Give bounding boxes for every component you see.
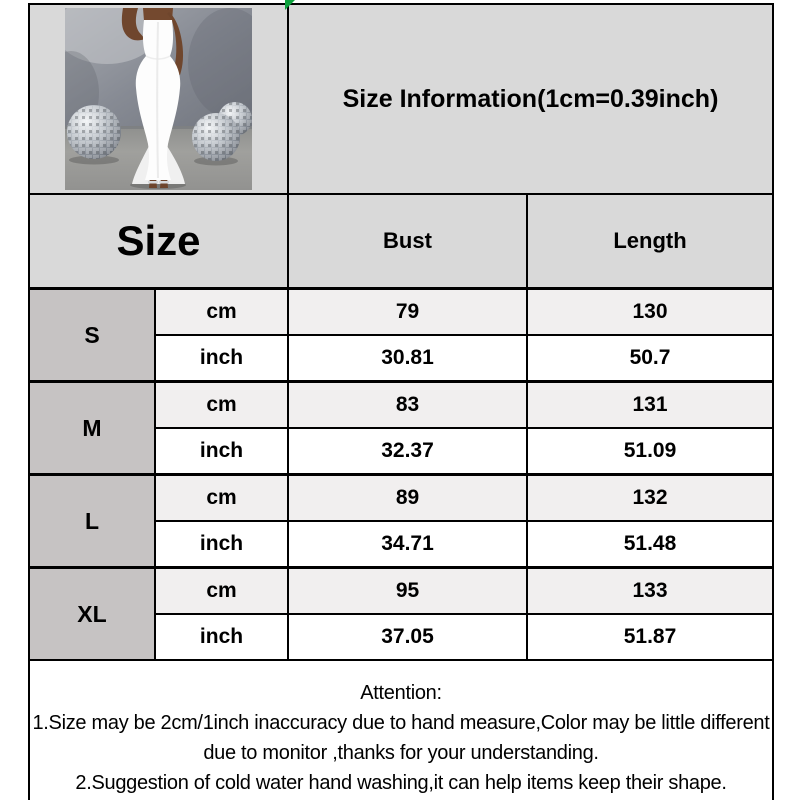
unit-inch: inch — [154, 520, 289, 569]
attention-row: Attention: 1.Size may be 2cm/1inch inacc… — [27, 659, 775, 800]
unit-cm: cm — [154, 380, 289, 429]
l-cm-bust: 89 — [287, 473, 528, 522]
header-length: Length — [525, 193, 775, 290]
m-inch-length: 51.09 — [525, 427, 775, 476]
attention-note: Attention: 1.Size may be 2cm/1inch inacc… — [27, 659, 775, 800]
s-cm-length: 130 — [525, 287, 775, 336]
product-photo-cell — [28, 3, 289, 195]
unit-inch: inch — [154, 427, 289, 476]
size-label-l: L — [28, 473, 156, 569]
table-header-row: Size Bust Length — [28, 193, 775, 290]
table-row: inch 34.71 51.48 — [29, 520, 775, 569]
unit-cm: cm — [154, 566, 289, 615]
attention-note-1: 1.Size may be 2cm/1inch inaccuracy due t… — [32, 711, 770, 764]
header-size: Size — [28, 193, 289, 290]
size-label-m: M — [28, 380, 156, 476]
table-row: inch 37.05 51.87 — [29, 613, 775, 661]
l-inch-length: 51.48 — [525, 520, 775, 569]
l-cm-length: 132 — [525, 473, 775, 522]
size-information-title: Size Information(1cm=0.39inch) — [286, 3, 775, 195]
table-row: S cm 79 130 — [28, 287, 775, 383]
table-row: inch 32.37 51.09 — [29, 427, 775, 476]
table-row: inch 30.81 50.7 — [29, 334, 775, 383]
green-corner-marker-icon — [285, 0, 295, 10]
size-label-xl: XL — [28, 566, 156, 661]
xl-cm-length: 133 — [525, 566, 775, 615]
unit-cm: cm — [154, 287, 289, 336]
attention-note-2: 2.Suggestion of cold water hand washing,… — [75, 771, 727, 794]
product-photo-illustration — [65, 8, 252, 190]
table-row: XL cm 95 133 — [28, 566, 775, 661]
product-photo — [65, 8, 252, 190]
m-cm-bust: 83 — [287, 380, 528, 429]
unit-cm: cm — [154, 473, 289, 522]
m-cm-length: 131 — [525, 380, 775, 429]
size-label-s: S — [28, 287, 156, 383]
xl-inch-length: 51.87 — [525, 613, 775, 661]
table-row: M cm 83 131 — [28, 380, 775, 476]
size-table: Size Information(1cm=0.39inch) Size Bust… — [27, 3, 775, 800]
header-bust: Bust — [287, 193, 528, 290]
xl-inch-bust: 37.05 — [287, 613, 528, 661]
s-cm-bust: 79 — [287, 287, 528, 336]
unit-inch: inch — [154, 334, 289, 383]
unit-inch: inch — [154, 613, 289, 661]
model-figure — [121, 8, 186, 189]
xl-cm-bust: 95 — [287, 566, 528, 615]
s-inch-bust: 30.81 — [287, 334, 528, 383]
attention-heading: Attention: — [360, 681, 442, 704]
table-row: L cm 89 132 — [28, 473, 775, 569]
m-inch-bust: 32.37 — [287, 427, 528, 476]
s-inch-length: 50.7 — [525, 334, 775, 383]
banner-row: Size Information(1cm=0.39inch) — [28, 3, 775, 195]
l-inch-bust: 34.71 — [287, 520, 528, 569]
